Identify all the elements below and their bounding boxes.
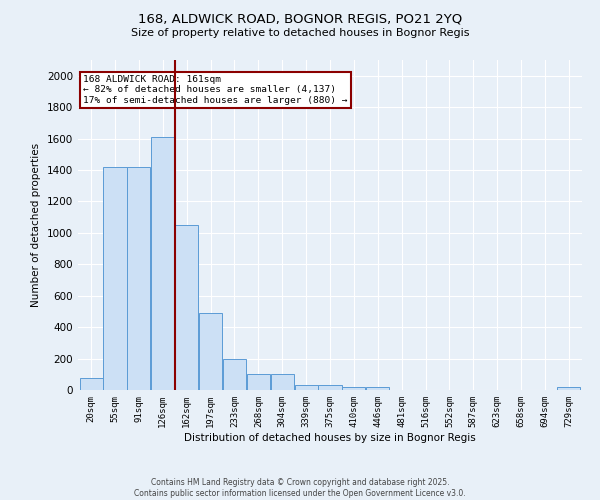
Bar	[343, 387, 365, 390]
Bar	[175, 225, 198, 390]
Y-axis label: Number of detached properties: Number of detached properties	[31, 143, 41, 307]
Bar	[223, 358, 246, 390]
Bar	[103, 167, 127, 390]
Bar	[199, 313, 222, 390]
Bar	[271, 374, 294, 390]
Bar	[151, 137, 175, 390]
Bar	[247, 374, 270, 390]
Bar	[80, 378, 103, 390]
Bar	[366, 387, 389, 390]
Bar	[127, 167, 151, 390]
X-axis label: Distribution of detached houses by size in Bognor Regis: Distribution of detached houses by size …	[184, 432, 476, 442]
Bar	[319, 386, 341, 390]
Bar	[295, 386, 317, 390]
Text: Contains HM Land Registry data © Crown copyright and database right 2025.
Contai: Contains HM Land Registry data © Crown c…	[134, 478, 466, 498]
Text: Size of property relative to detached houses in Bognor Regis: Size of property relative to detached ho…	[131, 28, 469, 38]
Bar	[557, 387, 580, 390]
Text: 168, ALDWICK ROAD, BOGNOR REGIS, PO21 2YQ: 168, ALDWICK ROAD, BOGNOR REGIS, PO21 2Y…	[138, 12, 462, 26]
Text: 168 ALDWICK ROAD: 161sqm
← 82% of detached houses are smaller (4,137)
17% of sem: 168 ALDWICK ROAD: 161sqm ← 82% of detach…	[83, 75, 347, 104]
